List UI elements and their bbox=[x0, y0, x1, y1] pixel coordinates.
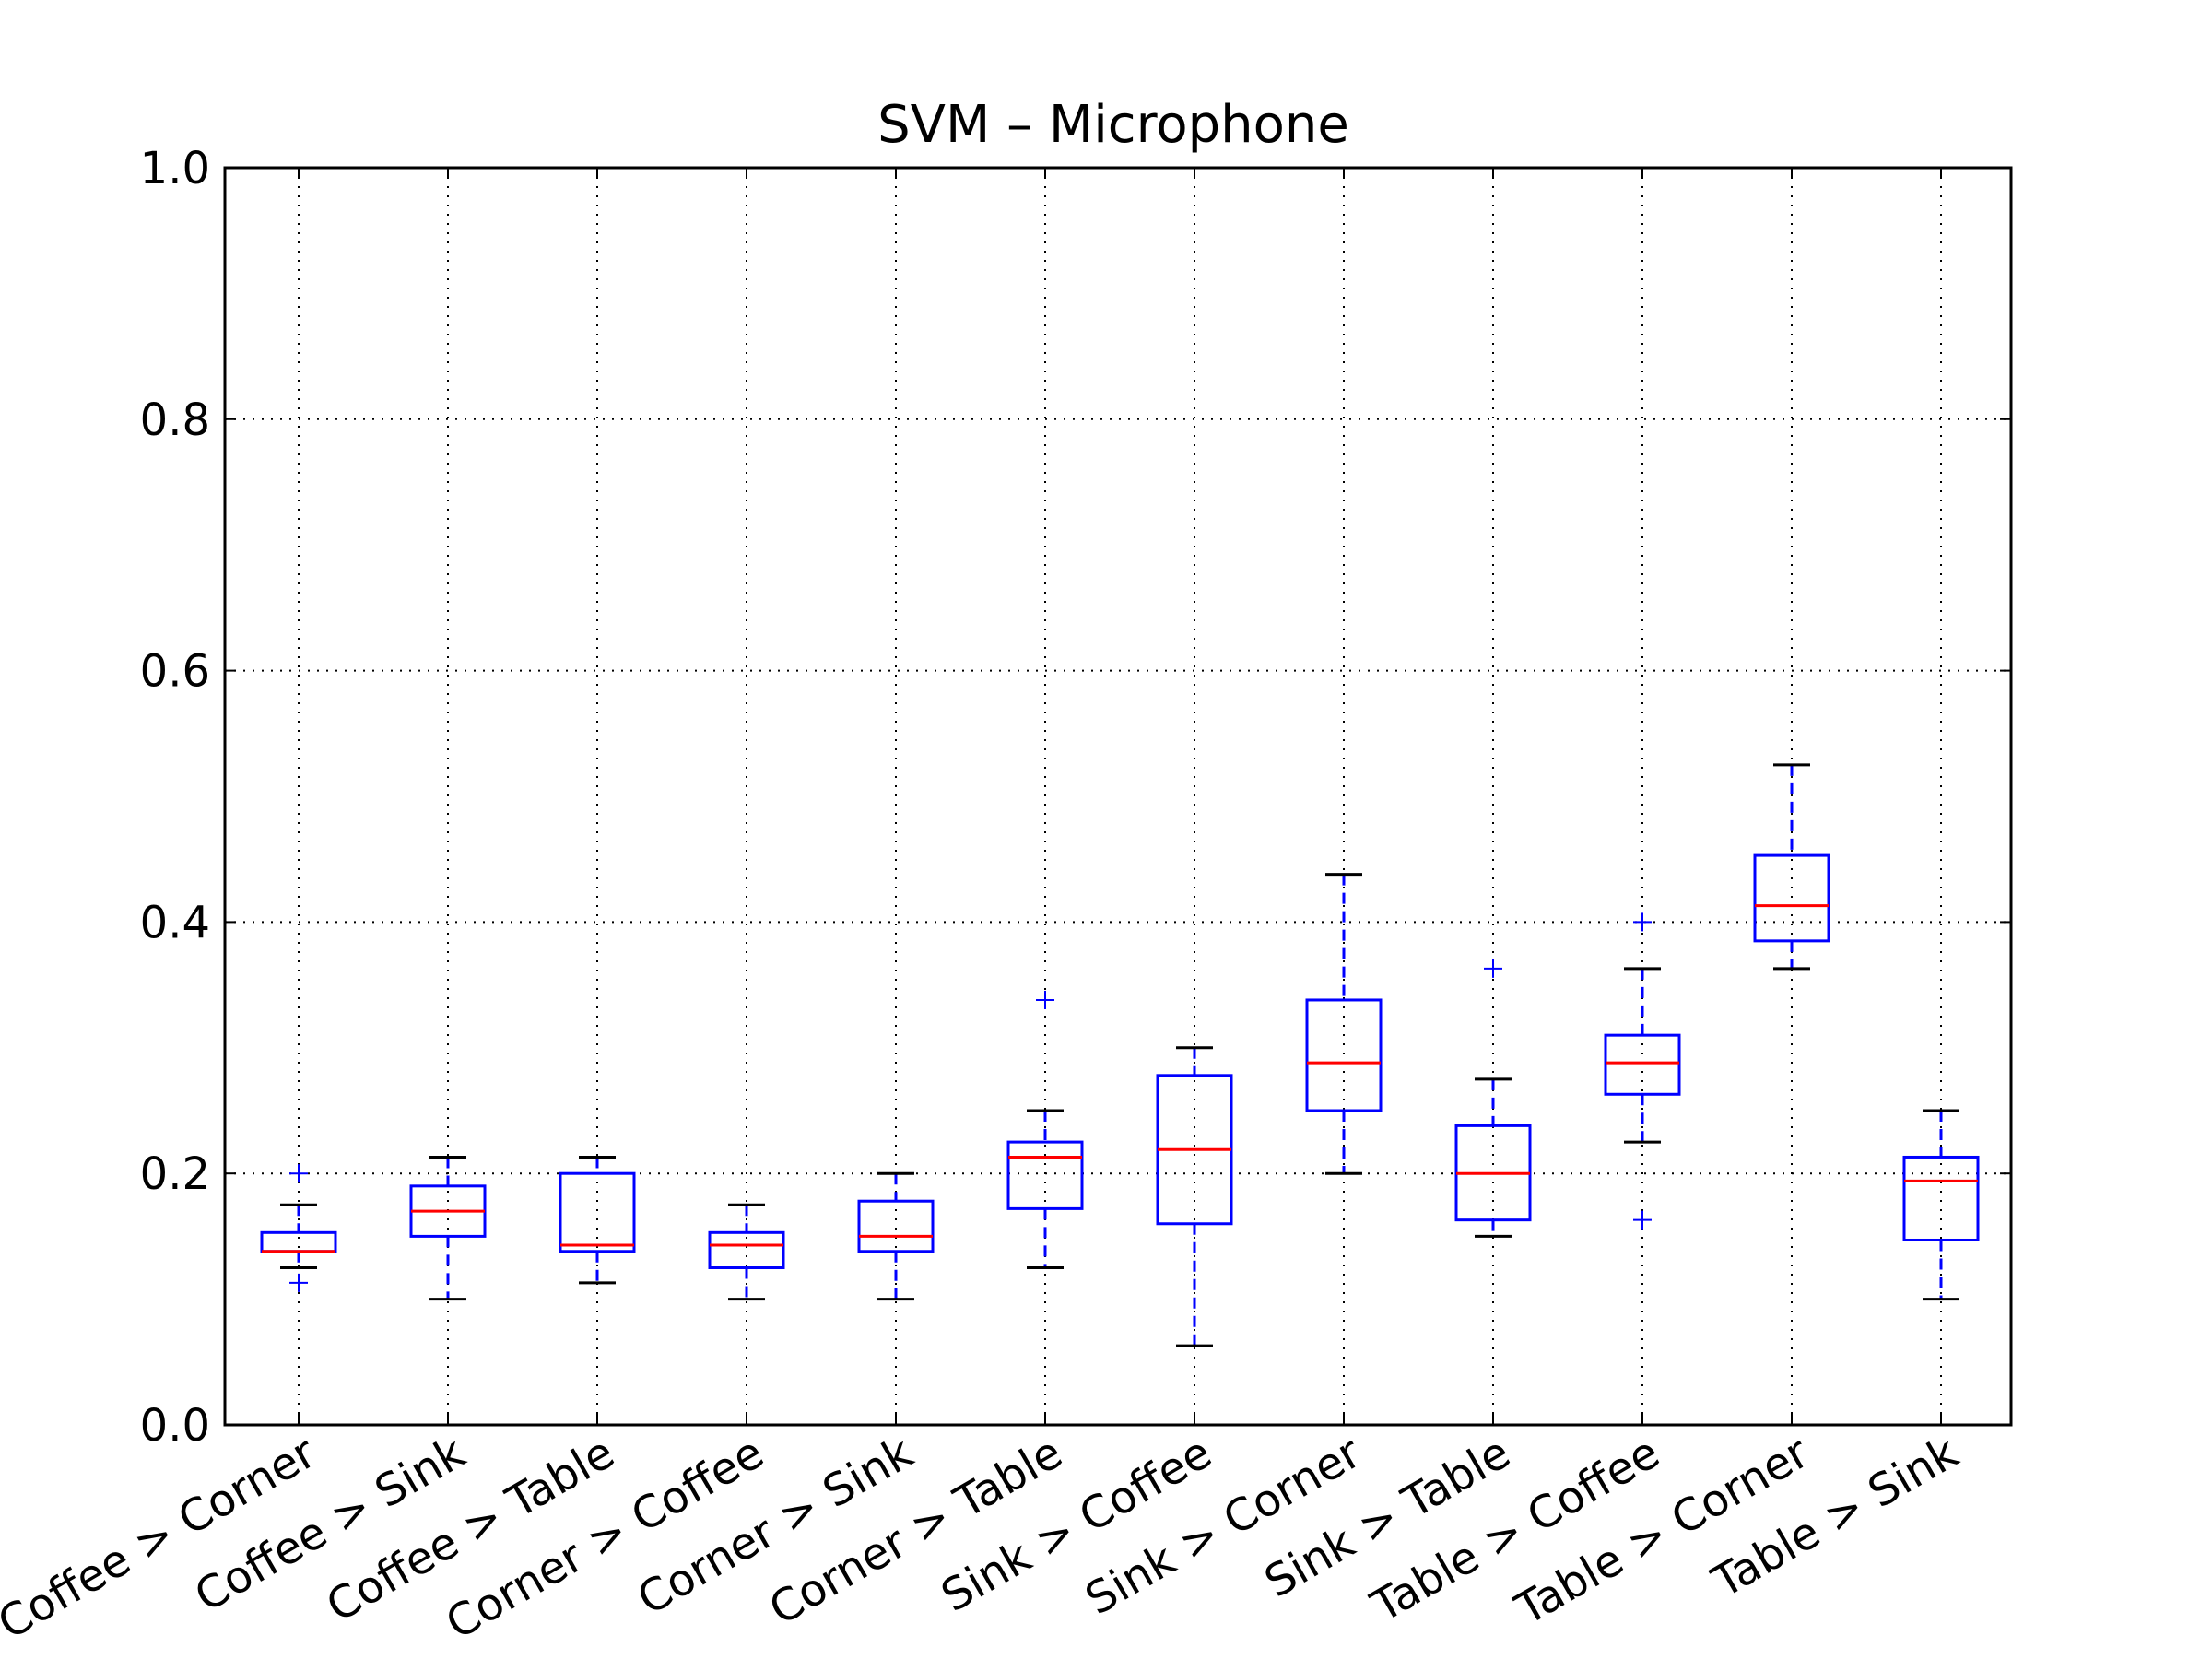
box-group bbox=[260, 1164, 337, 1292]
box-group bbox=[1604, 912, 1681, 1230]
box-iqr bbox=[1753, 853, 1830, 943]
y-tick-label: 0.0 bbox=[140, 1400, 210, 1452]
box-group bbox=[1006, 990, 1084, 1269]
box-iqr bbox=[1902, 1155, 1980, 1241]
box-group bbox=[1753, 763, 1830, 971]
box-group bbox=[1454, 959, 1532, 1238]
chart-title: SVM – Microphone bbox=[877, 95, 1349, 155]
y-tick-label: 0.6 bbox=[140, 646, 210, 698]
box-iqr bbox=[857, 1199, 935, 1253]
box-group bbox=[708, 1203, 785, 1301]
box-group bbox=[1305, 873, 1382, 1175]
y-tick-label: 1.0 bbox=[140, 143, 210, 194]
y-tick-label: 0.4 bbox=[140, 897, 210, 948]
plot-area-frame bbox=[223, 166, 2013, 1427]
box-group bbox=[1902, 1109, 1980, 1301]
box-group bbox=[559, 1155, 636, 1285]
box-iqr bbox=[1305, 998, 1382, 1112]
y-tick-label: 0.2 bbox=[140, 1148, 210, 1200]
box-group bbox=[409, 1155, 487, 1301]
box-iqr bbox=[1006, 1140, 1084, 1210]
y-axis-ticks: 0.0 0.2 0.4 0.6 0.8 1.0 bbox=[140, 143, 2011, 1452]
boxes bbox=[260, 763, 1980, 1347]
box-iqr bbox=[559, 1171, 636, 1253]
box-group bbox=[857, 1171, 935, 1301]
grid-lines bbox=[225, 168, 2011, 1425]
box-group bbox=[1156, 1046, 1233, 1347]
box-iqr bbox=[708, 1230, 785, 1269]
box-iqr bbox=[1604, 1033, 1681, 1096]
y-tick-label: 0.8 bbox=[140, 394, 210, 446]
